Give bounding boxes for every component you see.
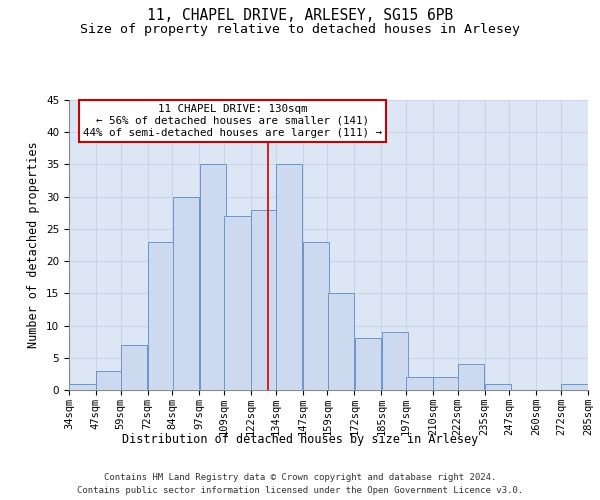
Text: Contains public sector information licensed under the Open Government Licence v3: Contains public sector information licen… xyxy=(77,486,523,495)
Bar xyxy=(406,377,433,390)
Y-axis label: Number of detached properties: Number of detached properties xyxy=(28,142,40,348)
Bar xyxy=(121,345,147,390)
Bar xyxy=(224,216,251,390)
Bar xyxy=(562,384,587,390)
Bar xyxy=(328,294,354,390)
Bar xyxy=(173,196,199,390)
Bar xyxy=(96,370,122,390)
Bar xyxy=(458,364,484,390)
Bar xyxy=(485,384,511,390)
Bar xyxy=(276,164,302,390)
Bar xyxy=(148,242,174,390)
Bar xyxy=(303,242,329,390)
Bar xyxy=(382,332,408,390)
Bar xyxy=(70,384,95,390)
Text: 11, CHAPEL DRIVE, ARLESEY, SG15 6PB: 11, CHAPEL DRIVE, ARLESEY, SG15 6PB xyxy=(147,8,453,22)
Text: Contains HM Land Registry data © Crown copyright and database right 2024.: Contains HM Land Registry data © Crown c… xyxy=(104,472,496,482)
Bar xyxy=(200,164,226,390)
Bar xyxy=(433,377,460,390)
Text: 11 CHAPEL DRIVE: 130sqm
← 56% of detached houses are smaller (141)
44% of semi-d: 11 CHAPEL DRIVE: 130sqm ← 56% of detache… xyxy=(83,104,382,138)
Text: Size of property relative to detached houses in Arlesey: Size of property relative to detached ho… xyxy=(80,22,520,36)
Bar xyxy=(251,210,278,390)
Bar xyxy=(355,338,381,390)
Text: Distribution of detached houses by size in Arlesey: Distribution of detached houses by size … xyxy=(122,432,478,446)
